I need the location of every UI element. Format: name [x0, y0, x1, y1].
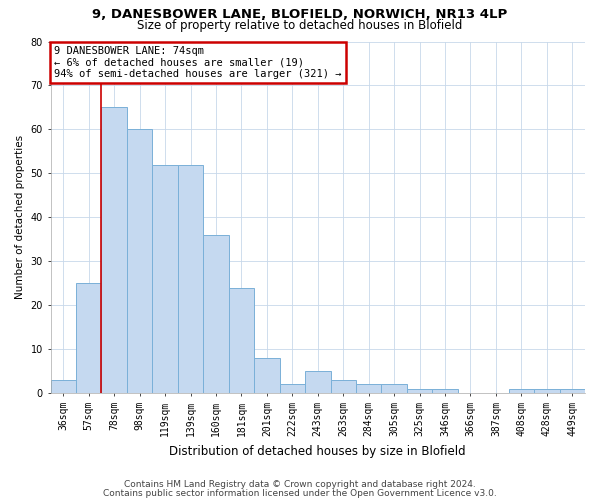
Bar — [127, 130, 152, 394]
Bar — [203, 235, 229, 394]
Bar — [509, 389, 534, 394]
Bar — [534, 389, 560, 394]
Bar — [305, 372, 331, 394]
Text: Size of property relative to detached houses in Blofield: Size of property relative to detached ho… — [137, 18, 463, 32]
Bar — [76, 284, 101, 394]
Bar — [560, 389, 585, 394]
Bar — [229, 288, 254, 394]
Bar — [50, 380, 76, 394]
Text: Contains public sector information licensed under the Open Government Licence v3: Contains public sector information licen… — [103, 488, 497, 498]
Bar — [254, 358, 280, 394]
Text: 9 DANESBOWER LANE: 74sqm
← 6% of detached houses are smaller (19)
94% of semi-de: 9 DANESBOWER LANE: 74sqm ← 6% of detache… — [55, 46, 342, 79]
Text: Contains HM Land Registry data © Crown copyright and database right 2024.: Contains HM Land Registry data © Crown c… — [124, 480, 476, 489]
Bar — [356, 384, 382, 394]
Bar — [382, 384, 407, 394]
X-axis label: Distribution of detached houses by size in Blofield: Distribution of detached houses by size … — [169, 444, 466, 458]
Bar — [178, 164, 203, 394]
Bar — [433, 389, 458, 394]
Bar — [101, 108, 127, 394]
Bar — [280, 384, 305, 394]
Bar — [152, 164, 178, 394]
Bar — [407, 389, 433, 394]
Y-axis label: Number of detached properties: Number of detached properties — [15, 136, 25, 300]
Bar — [331, 380, 356, 394]
Text: 9, DANESBOWER LANE, BLOFIELD, NORWICH, NR13 4LP: 9, DANESBOWER LANE, BLOFIELD, NORWICH, N… — [92, 8, 508, 20]
